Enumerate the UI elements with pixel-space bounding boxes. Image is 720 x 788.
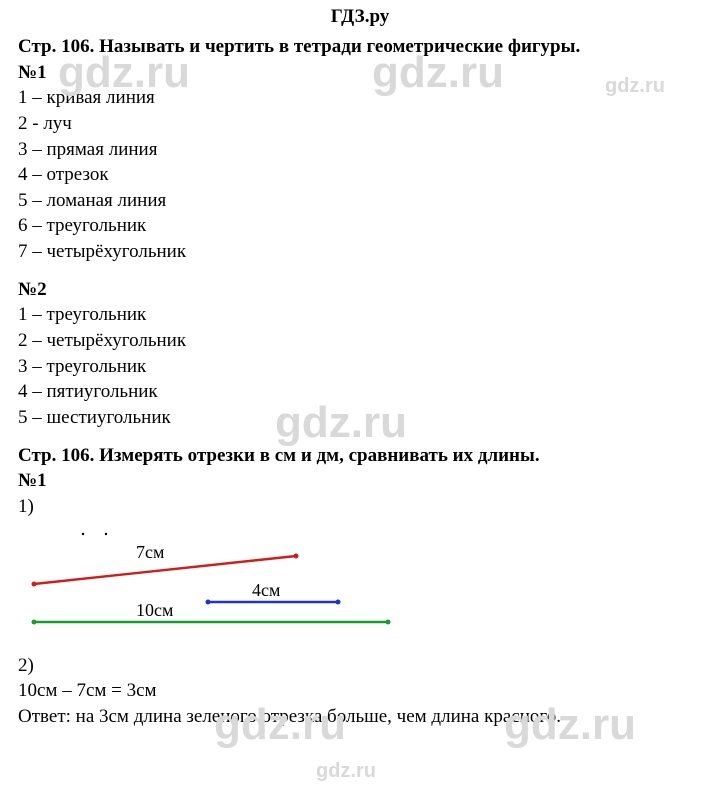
answer-line: Ответ: на 3см длина зеленого отрезка бол… [18, 704, 702, 730]
list-item: 1 – треугольник [18, 302, 702, 328]
calc-line: 10см – 7см = 3см [18, 678, 702, 704]
site-header: ГДЗ.ру [18, 6, 702, 28]
section1-heading: Стр. 106. Называть и чертить в тетради г… [18, 34, 702, 60]
task2-label: №2 [18, 277, 702, 303]
segments-diagram: 7см 4см 10см [18, 524, 702, 645]
svg-text:7см: 7см [136, 542, 164, 562]
list-item: 6 – треугольник [18, 213, 702, 239]
part1-label: 1) [18, 494, 702, 520]
list-item: 2 – четырёхугольник [18, 328, 702, 354]
svg-text:4см: 4см [252, 580, 280, 600]
watermark: gdz.ru [316, 760, 376, 783]
list-item: 3 – треугольник [18, 354, 702, 380]
svg-text:10см: 10см [136, 600, 173, 620]
list-item: 1 – кривая линия [18, 85, 702, 111]
list-item: 3 – прямая линия [18, 137, 702, 163]
list-item: 5 – ломаная линия [18, 188, 702, 214]
list-item: 7 – четырёхугольник [18, 239, 702, 265]
section2-task1-label: №1 [18, 468, 702, 494]
list-item: 2 - луч [18, 111, 702, 137]
list-item: 5 – шестиугольник [18, 405, 702, 431]
section2-heading: Стр. 106. Измерять отрезки в см и дм, ср… [18, 443, 702, 469]
list-item: 4 – пятиугольник [18, 379, 702, 405]
part2-label: 2) [18, 653, 702, 679]
list-item: 4 – отрезок [18, 162, 702, 188]
task1-label: №1 [18, 60, 702, 86]
